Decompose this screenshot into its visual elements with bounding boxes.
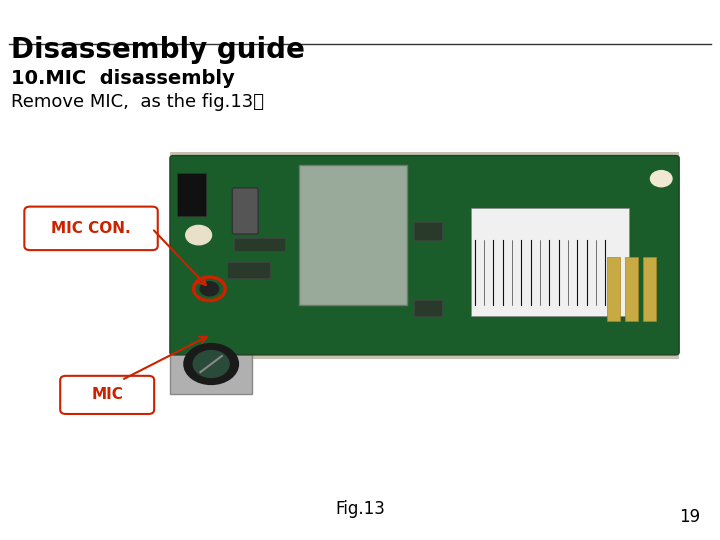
FancyBboxPatch shape <box>228 262 270 278</box>
Text: 10.MIC  disassembly: 10.MIC disassembly <box>12 69 235 87</box>
FancyBboxPatch shape <box>170 152 679 359</box>
FancyBboxPatch shape <box>177 173 206 217</box>
FancyBboxPatch shape <box>60 376 154 414</box>
Circle shape <box>200 282 219 296</box>
Circle shape <box>650 171 672 187</box>
FancyBboxPatch shape <box>643 256 656 321</box>
Text: Remove MIC,  as the fig.13；: Remove MIC, as the fig.13； <box>12 93 264 111</box>
FancyBboxPatch shape <box>626 256 639 321</box>
FancyBboxPatch shape <box>235 238 284 251</box>
Text: Fig.13: Fig.13 <box>335 500 385 518</box>
FancyBboxPatch shape <box>414 221 443 240</box>
FancyBboxPatch shape <box>24 207 158 250</box>
FancyBboxPatch shape <box>233 188 258 234</box>
Text: Disassembly guide: Disassembly guide <box>12 36 305 64</box>
Text: 19: 19 <box>680 508 701 526</box>
FancyBboxPatch shape <box>471 208 629 316</box>
FancyBboxPatch shape <box>414 300 443 316</box>
Text: MIC CON.: MIC CON. <box>51 221 131 236</box>
Circle shape <box>186 225 212 245</box>
Text: MIC: MIC <box>91 387 123 402</box>
FancyBboxPatch shape <box>170 156 679 355</box>
Circle shape <box>184 343 238 384</box>
FancyBboxPatch shape <box>608 256 621 321</box>
Circle shape <box>193 350 229 377</box>
FancyBboxPatch shape <box>170 334 253 394</box>
FancyBboxPatch shape <box>299 165 407 305</box>
